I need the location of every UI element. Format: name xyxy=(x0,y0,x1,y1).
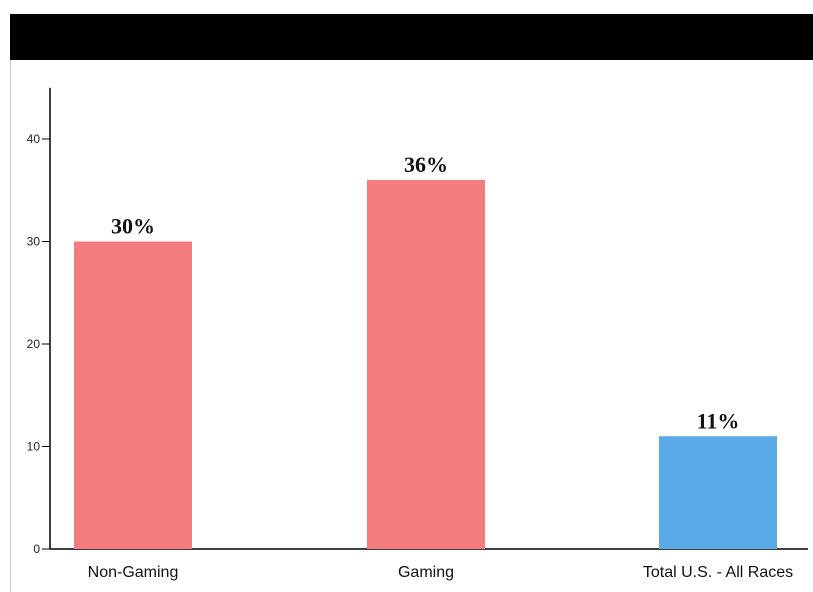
y-tick-label: 10 xyxy=(27,440,41,454)
y-tick-label: 30 xyxy=(27,235,41,249)
bar-2 xyxy=(367,180,485,549)
data-label: 36% xyxy=(404,152,448,177)
category-label: Non-Gaming xyxy=(88,564,179,581)
bar-1 xyxy=(74,241,192,549)
y-tick-label: 40 xyxy=(27,132,41,146)
y-tick-label: 0 xyxy=(33,542,40,556)
chart-frame xyxy=(10,60,813,592)
y-tick-label: 20 xyxy=(27,337,41,351)
category-label: Gaming xyxy=(398,564,454,581)
header-band xyxy=(10,14,813,60)
category-labels: Non-Gaming Gaming Total U.S. - All Races xyxy=(88,564,793,581)
bar-3 xyxy=(659,436,777,549)
data-label: 30% xyxy=(111,214,155,239)
data-labels: 30% 36% 11% xyxy=(111,152,739,433)
bars xyxy=(74,180,777,549)
category-label: Total U.S. - All Races xyxy=(643,564,793,581)
data-label: 11% xyxy=(697,408,740,433)
